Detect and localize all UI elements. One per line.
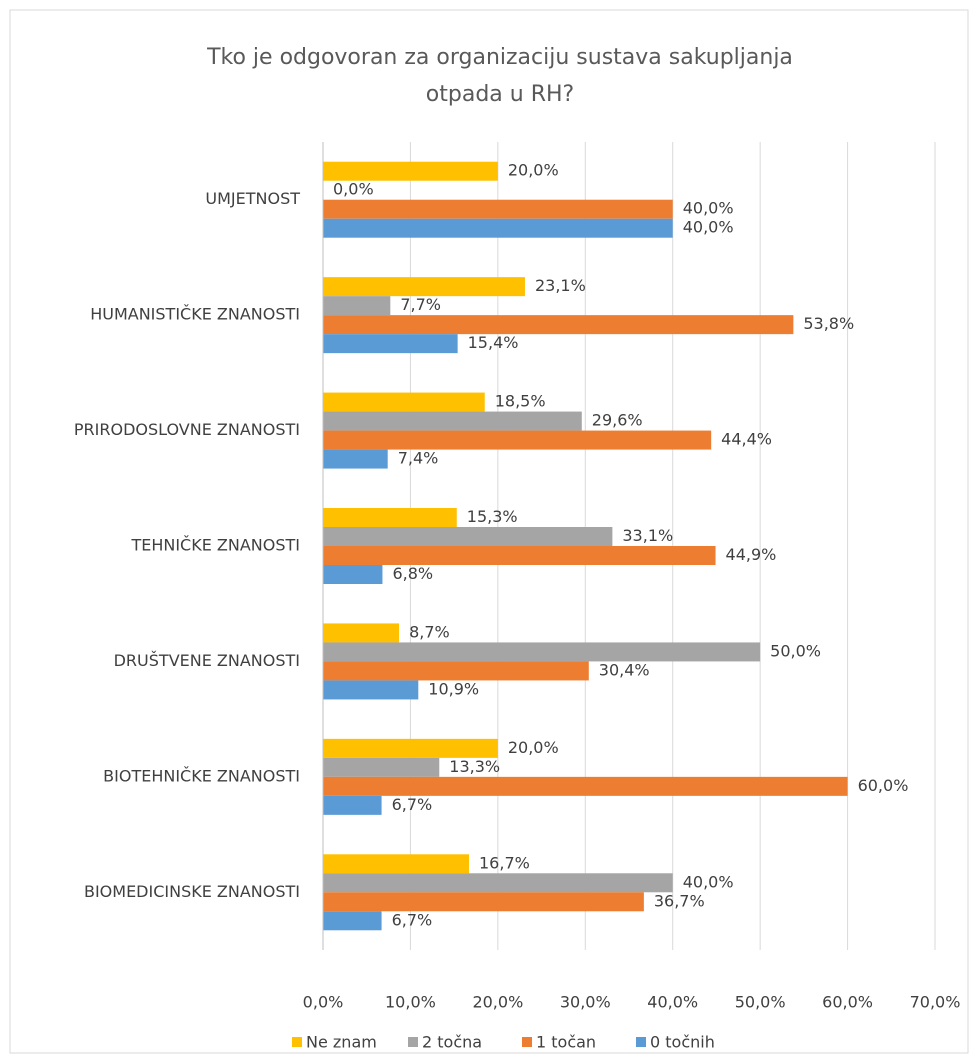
y-tick-label: DRUŠTVENE ZNANOSTI	[114, 651, 300, 670]
data-label: 53,8%	[803, 314, 854, 333]
data-label: 40,0%	[683, 872, 734, 891]
bar	[323, 315, 794, 335]
bar	[323, 892, 644, 912]
x-tick-label: 40,0%	[647, 993, 698, 1012]
bar	[323, 873, 673, 893]
data-label: 7,4%	[398, 449, 439, 468]
x-tick-label: 30,0%	[560, 993, 611, 1012]
bar	[323, 623, 400, 643]
data-label: 16,7%	[479, 853, 530, 872]
bar	[323, 411, 582, 431]
data-label: 40,0%	[683, 199, 734, 218]
data-label: 15,3%	[467, 507, 518, 526]
data-label: 20,0%	[508, 738, 559, 757]
data-label: 15,4%	[468, 333, 519, 352]
bar	[323, 161, 498, 181]
bar	[323, 199, 673, 219]
data-label: 40,0%	[683, 218, 734, 237]
y-tick-label: UMJETNOST	[205, 189, 300, 208]
legend-label: 1 točan	[536, 1033, 596, 1052]
data-label: 20,0%	[508, 161, 559, 180]
bar	[323, 680, 419, 700]
bar	[323, 661, 589, 681]
data-label: 23,1%	[535, 276, 586, 295]
data-label: 44,9%	[726, 545, 777, 564]
bar	[323, 296, 391, 316]
bar	[323, 795, 382, 815]
x-tick-label: 0,0%	[303, 993, 344, 1012]
chart-title: Tko je odgovoran za organizaciju sustava…	[206, 45, 793, 70]
chart-title: otpada u RH?	[426, 82, 574, 107]
bar	[323, 277, 525, 297]
bar	[323, 776, 848, 796]
bar	[323, 854, 470, 874]
x-tick-label: 70,0%	[910, 993, 961, 1012]
data-label: 8,7%	[409, 622, 450, 641]
data-label: 13,3%	[449, 757, 500, 776]
bar	[323, 642, 761, 662]
data-label: 44,4%	[721, 430, 772, 449]
y-tick-label: HUMANISTIČKE ZNANOSTI	[90, 305, 300, 324]
legend-label: Ne znam	[306, 1033, 377, 1052]
x-tick-label: 60,0%	[822, 993, 873, 1012]
data-label: 60,0%	[858, 776, 909, 795]
y-tick-label: PRIRODOSLOVNE ZNANOSTI	[74, 420, 300, 439]
legend-swatch	[408, 1037, 418, 1047]
legend-label: 0 točnih	[650, 1033, 715, 1052]
data-label: 30,4%	[599, 660, 650, 679]
x-tick-label: 10,0%	[385, 993, 436, 1012]
data-label: 0,0%	[333, 180, 374, 199]
data-label: 10,9%	[428, 679, 479, 698]
bar	[323, 392, 485, 412]
data-label: 6,7%	[392, 910, 433, 929]
bar	[323, 218, 673, 238]
legend-swatch	[522, 1037, 532, 1047]
bar	[323, 334, 458, 354]
data-label: 7,7%	[400, 295, 441, 314]
x-tick-label: 50,0%	[735, 993, 786, 1012]
data-label: 6,7%	[392, 795, 433, 814]
bar	[323, 565, 383, 584]
legend-swatch	[636, 1037, 646, 1047]
data-label: 18,5%	[495, 392, 546, 411]
bar	[323, 757, 440, 777]
y-tick-label: BIOMEDICINSKE ZNANOSTI	[84, 882, 300, 901]
x-tick-label: 20,0%	[472, 993, 523, 1012]
bar	[323, 546, 716, 565]
bar	[323, 508, 457, 527]
data-label: 50,0%	[770, 641, 821, 660]
y-tick-label: TEHNIČKE ZNANOSTI	[130, 536, 300, 555]
data-label: 6,8%	[392, 564, 433, 583]
y-tick-label: BIOTEHNIČKE ZNANOSTI	[103, 766, 300, 785]
data-label: 33,1%	[622, 526, 673, 545]
data-label: 29,6%	[592, 411, 643, 430]
bar	[323, 430, 712, 450]
bar	[323, 738, 498, 758]
bar	[323, 527, 613, 546]
legend-label: 2 točna	[422, 1033, 482, 1052]
data-label: 36,7%	[654, 891, 705, 910]
bar	[323, 911, 382, 931]
legend-swatch	[292, 1037, 302, 1047]
bar	[323, 449, 388, 469]
